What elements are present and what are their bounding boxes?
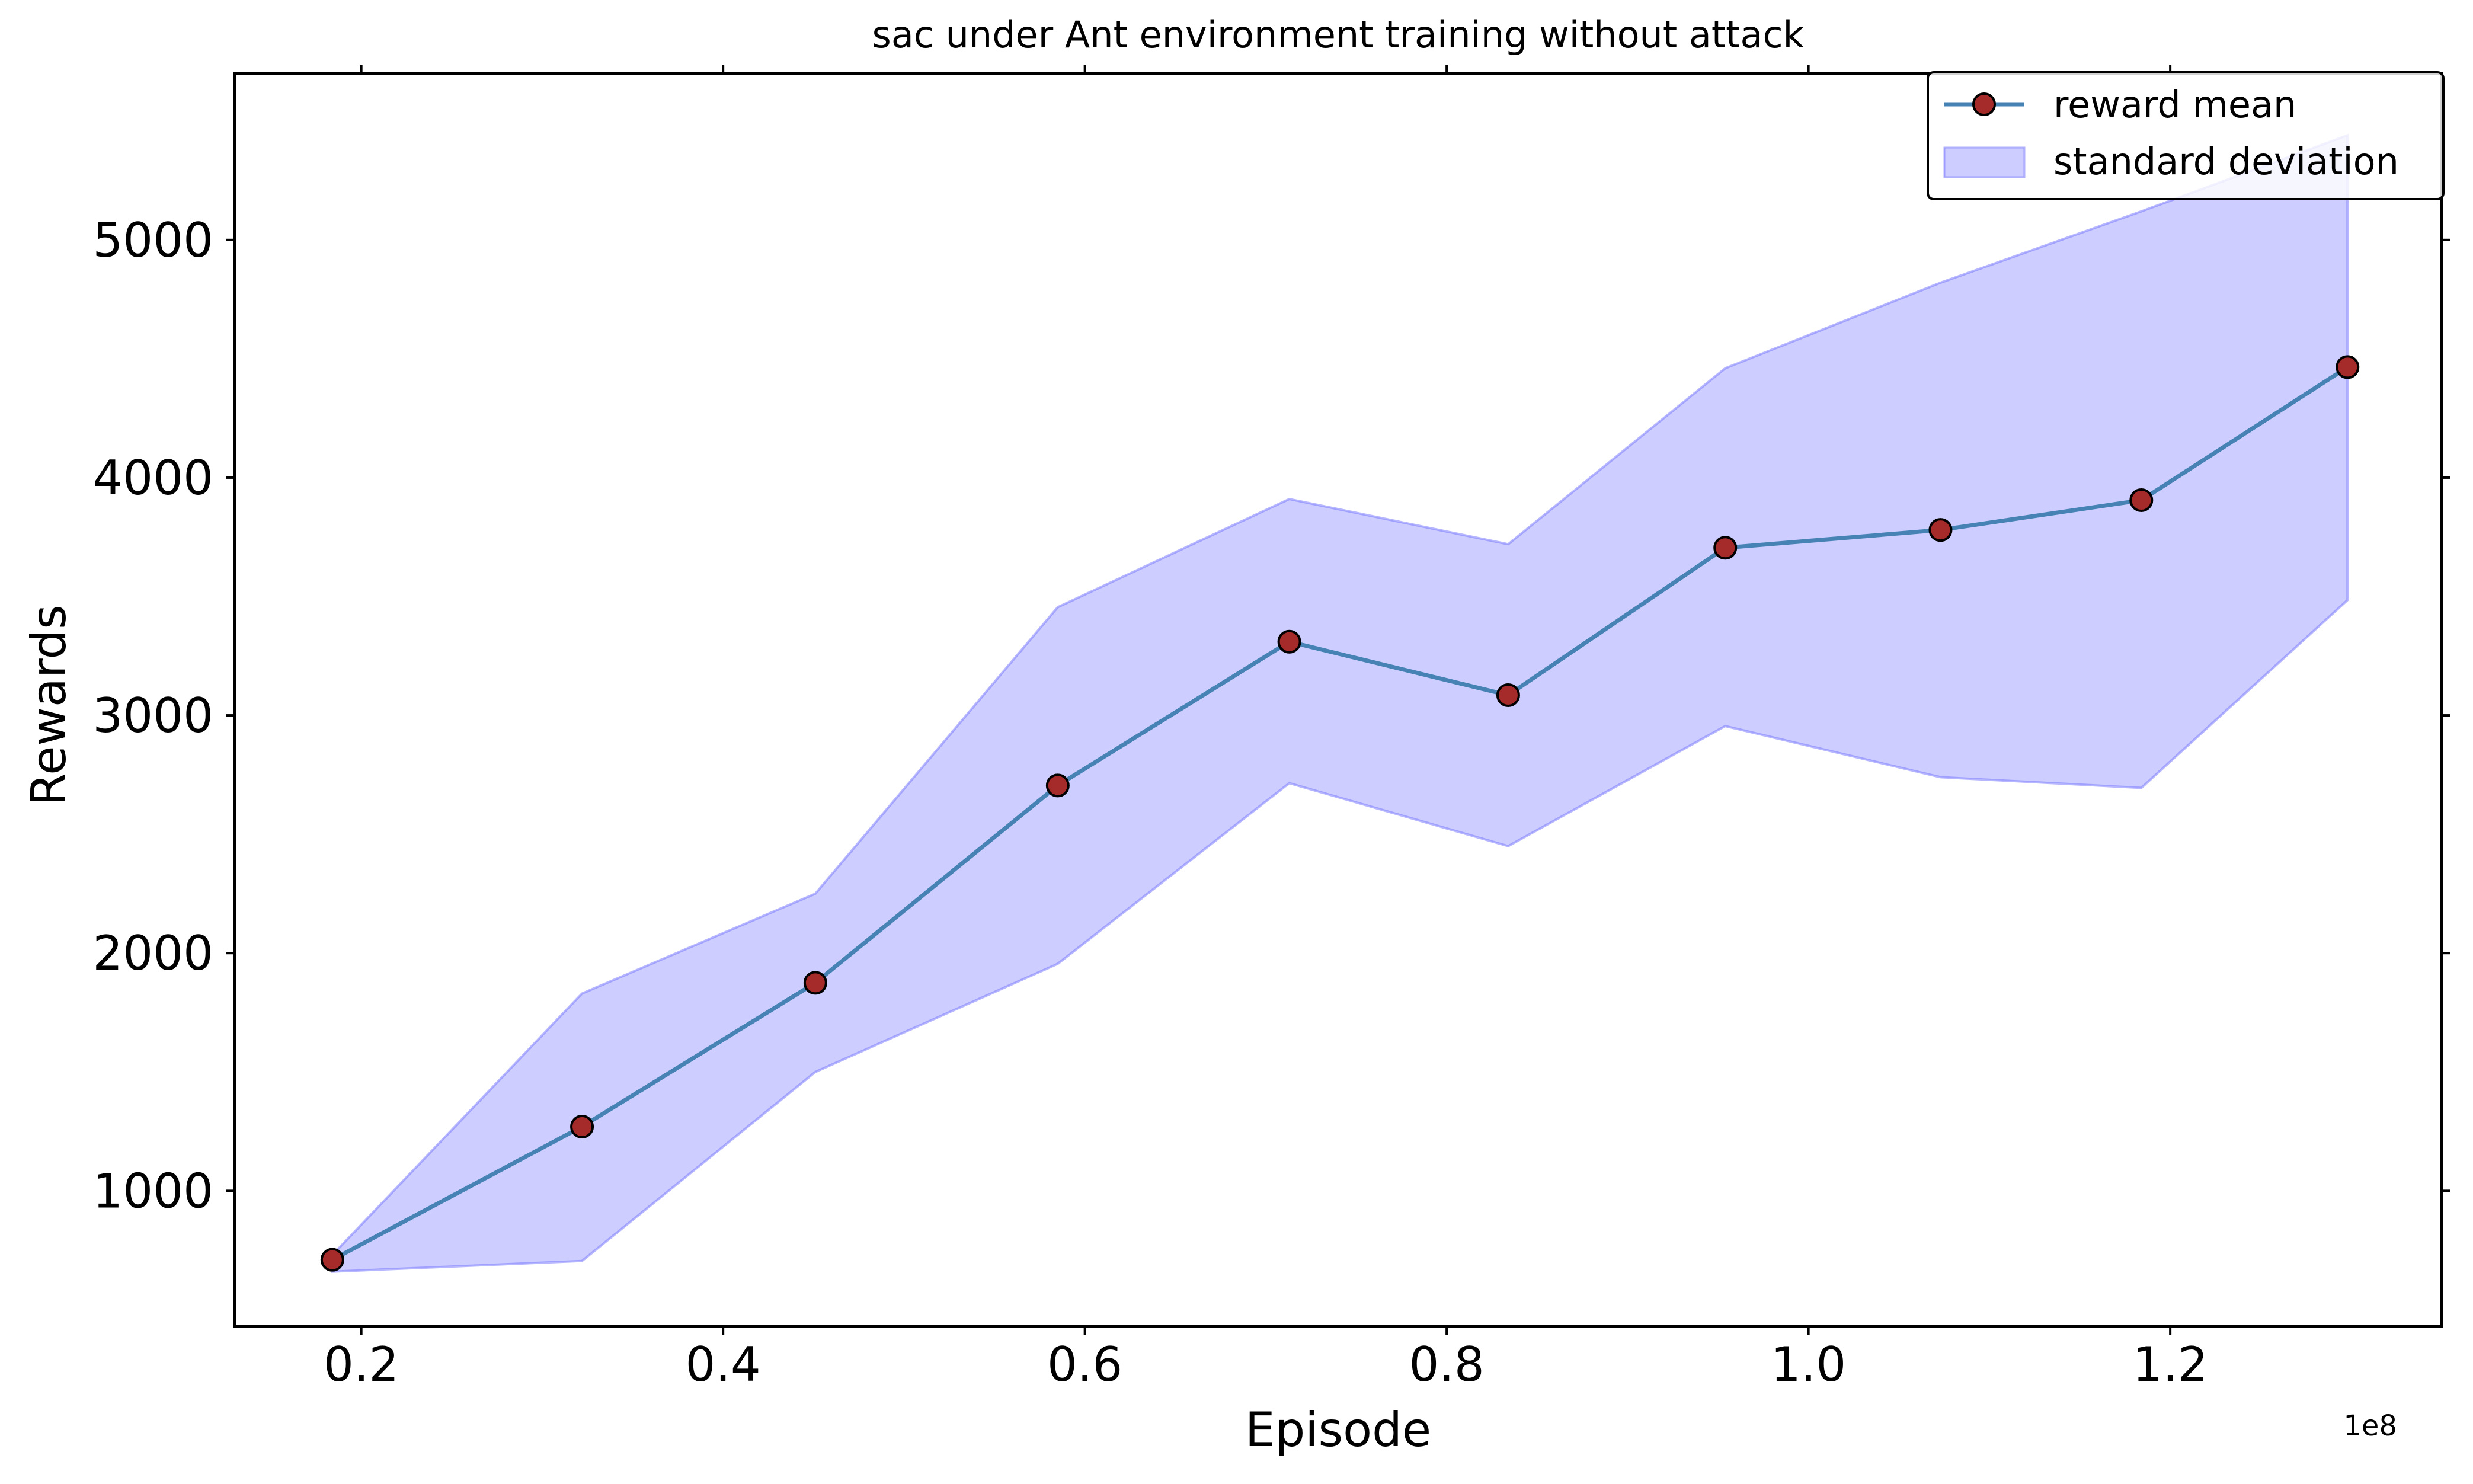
data-point-marker: [570, 1115, 594, 1139]
y-tick-label: 2000: [92, 926, 213, 981]
y-tick-label: 5000: [92, 213, 213, 268]
series-line-reward-mean: [331, 365, 2349, 1262]
legend-label-standard-deviation: standard deviation: [2053, 140, 2399, 183]
x-offset-label: 1e8: [2343, 1409, 2397, 1443]
data-point-marker: [2129, 488, 2154, 513]
data-point-marker: [320, 1248, 344, 1272]
data-point-marker: [1277, 629, 1301, 654]
y-axis-label: Rewards: [21, 605, 76, 806]
std-band-layer: [331, 133, 2349, 1273]
x-ticks: 0.2 0.4 0.6 0.8 1.0 1.2: [324, 65, 2208, 1392]
marker-layer: [320, 355, 2360, 1272]
series-line-layer: [331, 365, 2349, 1262]
legend-label-reward-mean: reward mean: [2053, 83, 2296, 126]
legend-patch-swatch: [1943, 146, 2026, 178]
x-axis-label: Episode: [1245, 1402, 1431, 1457]
data-point-marker: [1496, 683, 1520, 707]
legend: reward mean standard deviation: [1927, 71, 2445, 200]
std-band-area: [331, 133, 2349, 1273]
data-point-marker: [1045, 773, 1070, 798]
chart-title: sac under Ant environment training witho…: [872, 13, 1805, 56]
legend-marker-swatch: [1972, 92, 1996, 116]
data-point-marker: [1928, 518, 1953, 542]
x-tick-label: 0.8: [1409, 1337, 1485, 1392]
y-ticks: 1000 2000 3000 4000 5000: [92, 213, 2450, 1218]
data-point-marker: [803, 971, 827, 995]
legend-box: [1927, 71, 2445, 200]
x-tick-label: 0.6: [1047, 1337, 1122, 1392]
data-point-marker: [1713, 536, 1738, 560]
plot-area-frame: [233, 72, 2443, 1328]
y-tick-label: 3000: [92, 688, 213, 743]
data-point-marker: [2336, 355, 2360, 379]
x-tick-label: 1.2: [2133, 1337, 2208, 1392]
x-tick-label: 0.2: [324, 1337, 399, 1392]
x-tick-label: 0.4: [686, 1337, 761, 1392]
x-tick-label: 1.0: [1771, 1337, 1846, 1392]
y-tick-label: 1000: [92, 1163, 213, 1218]
y-tick-label: 4000: [92, 450, 213, 506]
